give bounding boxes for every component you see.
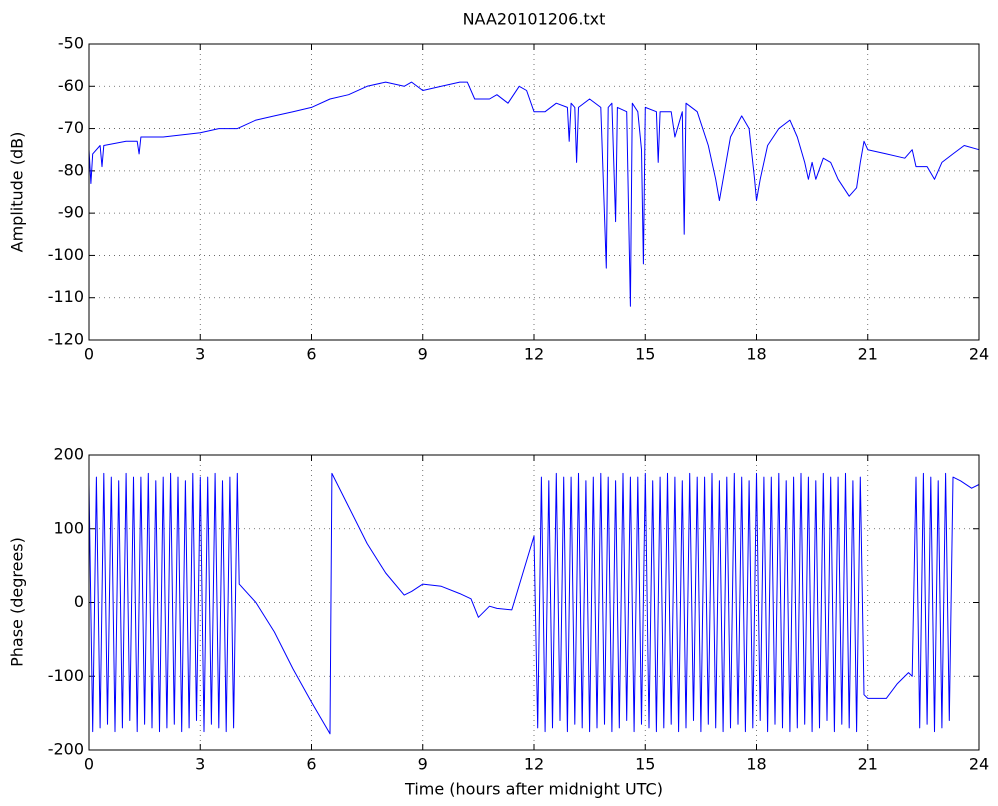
x-tick-label: 3 bbox=[195, 345, 205, 364]
y-axis-label: Amplitude (dB) bbox=[8, 132, 27, 253]
y-tick-label: -110 bbox=[48, 287, 84, 306]
x-tick-label: 12 bbox=[524, 755, 544, 774]
x-tick-label: 9 bbox=[418, 345, 428, 364]
plot-frame bbox=[88, 454, 980, 751]
x-tick-label: 21 bbox=[858, 755, 878, 774]
y-tick-label: -100 bbox=[48, 666, 84, 685]
y-tick-label: -200 bbox=[48, 740, 84, 759]
y-tick-label: -50 bbox=[58, 34, 84, 53]
y-tick-label: -60 bbox=[58, 76, 84, 95]
x-tick-label: 6 bbox=[306, 345, 316, 364]
x-tick-label: 6 bbox=[306, 755, 316, 774]
x-tick-label: 24 bbox=[969, 755, 989, 774]
y-tick-label: -90 bbox=[58, 203, 84, 222]
x-tick-label: 9 bbox=[418, 755, 428, 774]
x-tick-label: 21 bbox=[858, 345, 878, 364]
x-tick-label: 18 bbox=[746, 345, 766, 364]
x-tick-label: 18 bbox=[746, 755, 766, 774]
y-tick-label: -100 bbox=[48, 245, 84, 264]
data-line bbox=[88, 81, 980, 307]
plot-frame bbox=[88, 43, 980, 341]
x-tick-label: 15 bbox=[635, 345, 655, 364]
chart-title: NAA20101206.txt bbox=[463, 10, 606, 29]
y-tick-label: 200 bbox=[53, 445, 84, 464]
x-tick-label: 24 bbox=[969, 345, 989, 364]
y-tick-label: 100 bbox=[53, 518, 84, 537]
y-tick-label: 0 bbox=[74, 592, 84, 611]
y-tick-label: -70 bbox=[58, 118, 84, 137]
x-tick-label: 12 bbox=[524, 345, 544, 364]
x-tick-label: 0 bbox=[84, 345, 94, 364]
y-tick-label: -120 bbox=[48, 330, 84, 349]
x-tick-label: 3 bbox=[195, 755, 205, 774]
x-tick-label: 15 bbox=[635, 755, 655, 774]
x-tick-label: 0 bbox=[84, 755, 94, 774]
y-tick-label: -80 bbox=[58, 160, 84, 179]
x-axis-label: Time (hours after midnight UTC) bbox=[404, 780, 663, 799]
y-axis-label: Phase (degrees) bbox=[8, 537, 27, 667]
data-line bbox=[88, 472, 980, 735]
